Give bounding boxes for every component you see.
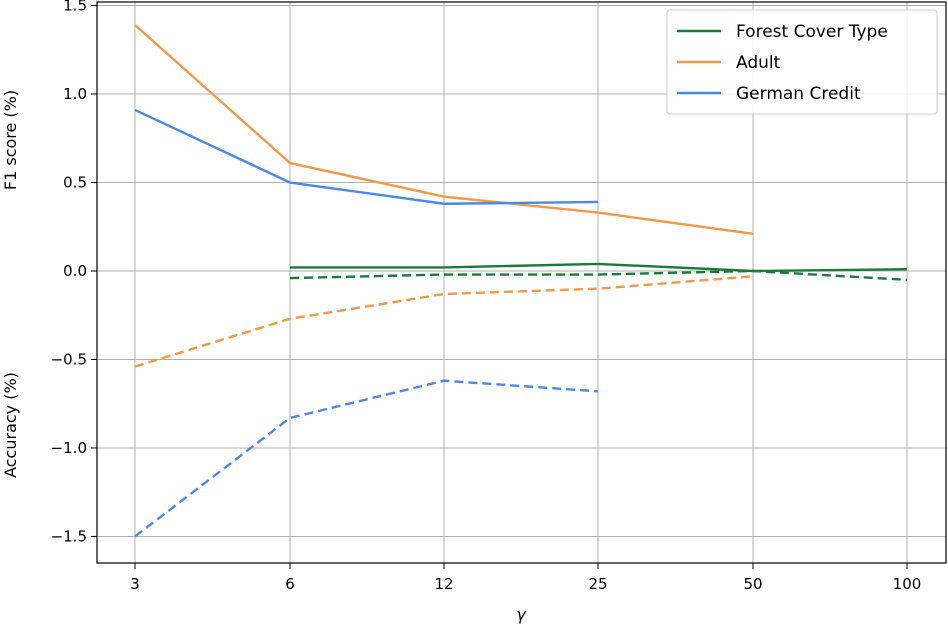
x-tick-label: 25 <box>588 575 607 593</box>
x-tick-label: 6 <box>285 575 295 593</box>
series-line-f1 <box>134 24 754 236</box>
x-tick-label: 50 <box>743 575 762 593</box>
y-tick-label: −1.5 <box>51 527 87 545</box>
series-line-f1 <box>134 108 599 205</box>
legend-label: German Credit <box>736 84 861 104</box>
x-tick-label: 100 <box>893 575 922 593</box>
series-line-f1 <box>290 262 908 273</box>
legend: Forest Cover Type Adult German Credit <box>666 9 938 115</box>
series-line-accuracy <box>134 379 599 538</box>
y-tick-label: 1.0 <box>63 85 87 103</box>
y-tick-label: 0.5 <box>63 174 87 192</box>
plot-frame <box>96 1 947 564</box>
y-axis-label-top: F1 score (%) <box>1 90 20 190</box>
y-tick-label: −1.0 <box>51 439 87 457</box>
y-axis-label-bottom: Accuracy (%) <box>1 372 20 478</box>
legend-label: Forest Cover Type <box>736 22 888 42</box>
x-axis: 3 6 12 25 50 100 <box>130 563 921 593</box>
series-line-accuracy <box>289 269 908 282</box>
y-tick-label: −0.5 <box>51 350 87 368</box>
legend-label: Adult <box>736 53 781 73</box>
y-tick-label: 1.5 <box>63 0 87 15</box>
series-line-accuracy <box>134 275 754 368</box>
x-axis-label: γ <box>516 605 527 624</box>
legend-box <box>666 9 938 115</box>
series-lines <box>134 24 908 538</box>
y-tick-label: 0.0 <box>63 262 87 280</box>
y-axis: −1.5 −1.0 −0.5 0.0 0.5 1.0 1.5 <box>51 0 97 545</box>
x-tick-label: 12 <box>434 575 453 593</box>
x-tick-label: 3 <box>130 575 140 593</box>
